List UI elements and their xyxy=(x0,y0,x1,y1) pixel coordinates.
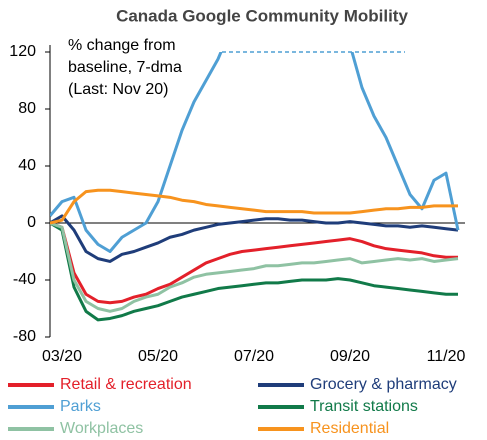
series-line xyxy=(50,188,458,225)
annotation: (Last: Nov 20) xyxy=(68,81,168,98)
legend-label: Parks xyxy=(60,398,101,415)
x-tick-label: 11/20 xyxy=(427,348,466,365)
x-tick-label: 07/20 xyxy=(234,348,274,365)
legend-label: Workplaces xyxy=(60,420,143,437)
x-tick-label: 05/20 xyxy=(138,348,178,365)
y-tick-label: 80 xyxy=(18,100,36,117)
series-line xyxy=(50,221,458,322)
legend-label: Retail & recreation xyxy=(60,376,192,393)
legend-label: Transit stations xyxy=(310,398,418,415)
series-line xyxy=(50,214,459,263)
chart-title: Canada Google Community Mobility xyxy=(116,6,408,25)
y-tick-label: -80 xyxy=(13,328,36,345)
annotation: baseline, 7-dma xyxy=(68,59,182,76)
y-tick-label: 40 xyxy=(18,157,36,174)
series-line xyxy=(50,221,459,313)
y-tick-label: -40 xyxy=(13,271,36,288)
y-tick-label: 0 xyxy=(27,214,36,231)
plot-area xyxy=(50,52,460,322)
series-line xyxy=(50,221,458,305)
series-line xyxy=(50,52,460,253)
legend-label: Residential xyxy=(310,420,389,437)
y-tick-label: 120 xyxy=(9,43,36,60)
legend-label: Grocery & pharmacy xyxy=(310,376,457,393)
x-tick-label: 03/20 xyxy=(42,348,82,365)
annotation: % change from xyxy=(68,37,176,54)
x-tick-label: 09/20 xyxy=(330,348,370,365)
